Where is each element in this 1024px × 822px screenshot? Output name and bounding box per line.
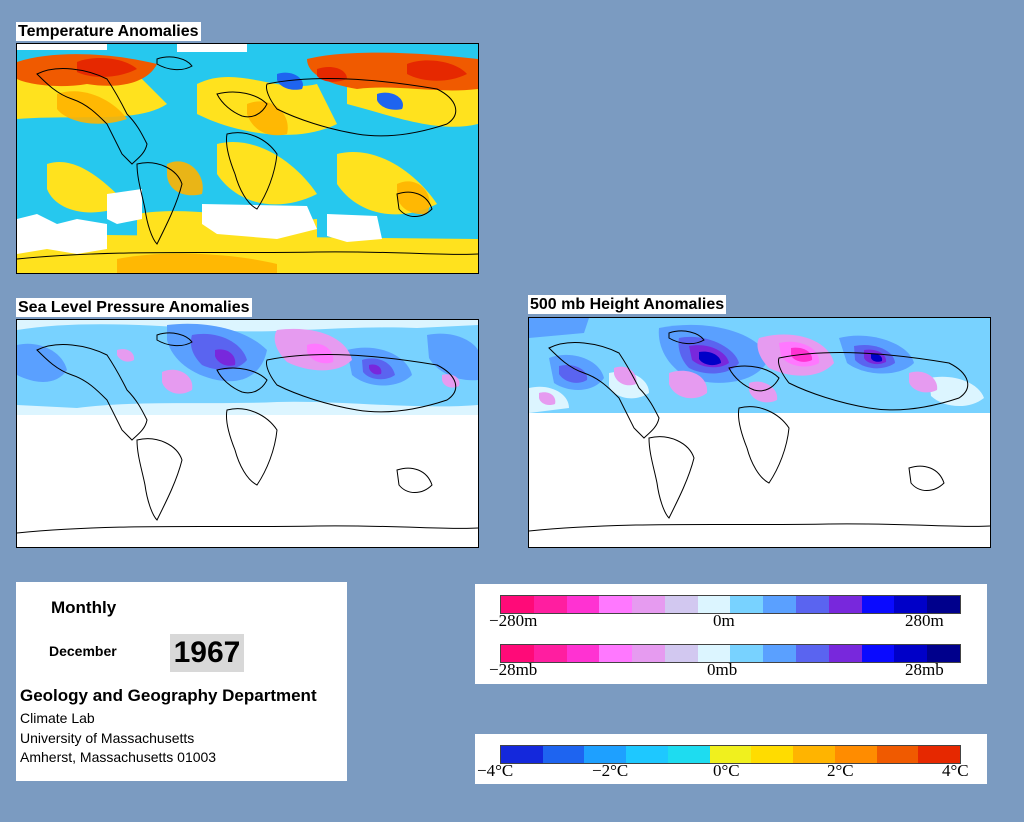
pressure-colorbar-swatch xyxy=(501,645,534,662)
university-label: University of Massachusetts xyxy=(20,730,195,746)
500mb-height-anomaly-map xyxy=(528,317,991,548)
temp-label-2: 0°C xyxy=(713,761,740,780)
temperature-anomaly-map xyxy=(16,43,479,274)
pressure-colorbar-swatch xyxy=(927,645,960,662)
temperature-colorbar-swatch xyxy=(834,746,877,763)
temperature-colorbar-swatch xyxy=(793,746,835,763)
height-colorbar-swatch xyxy=(533,596,567,613)
height-map-title: 500 mb Height Anomalies xyxy=(528,295,727,314)
temperature-colorbar-swatch xyxy=(751,746,794,763)
year-label: 1967 xyxy=(170,634,244,672)
height-colorbar-swatch xyxy=(566,596,600,613)
address-label: Amherst, Massachusetts 01003 xyxy=(20,749,217,765)
height-label-mid: 0m xyxy=(713,611,735,630)
lab-label: Climate Lab xyxy=(20,710,95,726)
pressure-colorbar-swatch xyxy=(763,645,797,662)
temperature-colorbar-swatch xyxy=(542,746,585,763)
pressure-colorbar-swatch xyxy=(599,645,633,662)
pressure-colorbar-swatch xyxy=(632,645,665,662)
period-label: Monthly xyxy=(51,598,117,617)
height-colorbar-swatch xyxy=(828,596,862,613)
slp-map-title: Sea Level Pressure Anomalies xyxy=(16,298,252,317)
temperature-colorbar-swatch xyxy=(667,746,710,763)
pressure-colorbar-swatch xyxy=(796,645,829,662)
pressure-colorbar-swatch xyxy=(730,645,764,662)
pressure-colorbar-swatch xyxy=(664,645,698,662)
temp-label-3: 2°C xyxy=(827,761,854,780)
month-label: December xyxy=(49,643,117,659)
pressure-colorbar-swatch xyxy=(533,645,567,662)
height-colorbar-swatch xyxy=(796,596,829,613)
height-label-min: −280m xyxy=(489,611,538,630)
height-colorbar-swatch xyxy=(730,596,764,613)
pressure-label-max: 28mb xyxy=(905,660,944,679)
height-colorbar-swatch xyxy=(632,596,665,613)
height-colorbar-swatch xyxy=(763,596,797,613)
pressure-label-min: −28mb xyxy=(489,660,538,679)
temperature-colorbar-swatch xyxy=(626,746,668,763)
temperature-colorbar-swatch xyxy=(501,746,543,763)
info-panel: Monthly December 1967 Geology and Geogra… xyxy=(16,582,347,781)
pressure-colorbar-swatch xyxy=(894,645,928,662)
temperature-colorbar-swatch xyxy=(709,746,752,763)
pressure-colorbar-swatch xyxy=(828,645,862,662)
pressure-colorbar-swatch xyxy=(566,645,600,662)
department-label: Geology and Geography Department xyxy=(20,686,317,705)
height-colorbar xyxy=(500,595,961,614)
height-colorbar-swatch xyxy=(861,596,895,613)
temperature-colorbar-swatch xyxy=(584,746,627,763)
temp-label-0: −4°C xyxy=(477,761,514,780)
temp-label-4: 4°C xyxy=(942,761,969,780)
height-label-max: 280m xyxy=(905,611,944,630)
pressure-colorbar-swatch xyxy=(861,645,895,662)
sea-level-pressure-anomaly-map xyxy=(16,319,479,548)
height-colorbar-swatch xyxy=(927,596,960,613)
height-colorbar-swatch xyxy=(697,596,731,613)
pressure-colorbar-swatch xyxy=(697,645,731,662)
height-pressure-legend: −280m 0m 280m −28mb 0mb 28mb xyxy=(475,584,987,684)
pressure-colorbar xyxy=(500,644,961,663)
temperature-colorbar-swatch xyxy=(876,746,919,763)
temperature-colorbar-swatch xyxy=(918,746,961,763)
height-colorbar-swatch xyxy=(664,596,698,613)
temperature-map-title: Temperature Anomalies xyxy=(16,22,201,41)
temperature-colorbar xyxy=(500,745,961,764)
pressure-label-mid: 0mb xyxy=(707,660,738,679)
height-colorbar-swatch xyxy=(599,596,633,613)
temperature-legend: −4°C −2°C 0°C 2°C 4°C xyxy=(475,734,987,784)
height-colorbar-swatch xyxy=(501,596,534,613)
height-colorbar-swatch xyxy=(894,596,928,613)
temp-label-1: −2°C xyxy=(592,761,629,780)
